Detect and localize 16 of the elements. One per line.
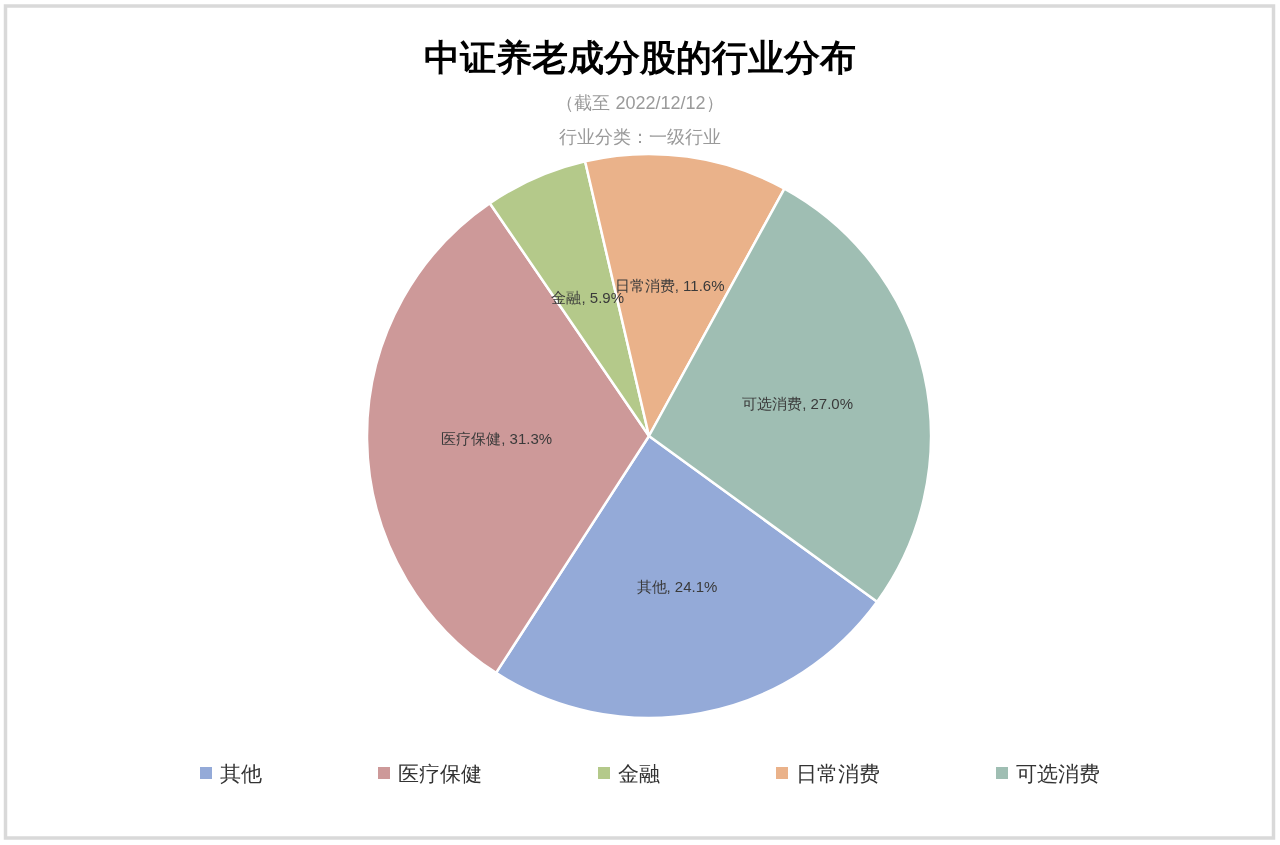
annotation: 行业分类：一级行业 <box>559 127 721 147</box>
legend-label: 金融 <box>618 761 660 785</box>
legend-label: 其他 <box>220 761 262 785</box>
legend-label: 可选消费 <box>1016 761 1100 785</box>
legend-item: 其他 <box>200 761 262 785</box>
title: 中证养老成分股的行业分布 <box>424 36 856 78</box>
data-label: 医疗保健, 31.3% <box>441 429 553 447</box>
legend-item: 金融 <box>598 761 660 785</box>
legend-item: 医疗保健 <box>378 761 482 785</box>
subtitle: （截至 2022/12/12） <box>556 93 724 113</box>
data-label: 可选消费, 27.0% <box>742 394 853 412</box>
data-label: 其他, 24.1% <box>636 577 718 595</box>
legend-label: 日常消费 <box>796 761 880 785</box>
legend-item: 日常消费 <box>776 761 880 785</box>
legend-item: 可选消费 <box>996 761 1100 785</box>
legend-label: 医疗保健 <box>398 761 482 785</box>
